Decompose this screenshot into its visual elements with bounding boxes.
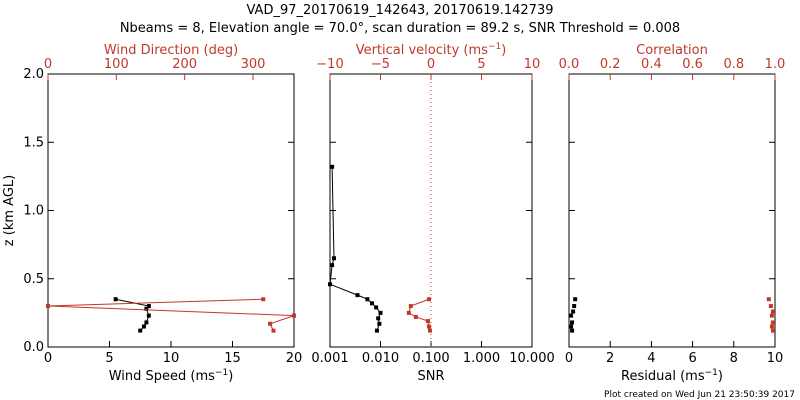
y-tick-label: 1.5 [23, 135, 44, 150]
middle-top-tick-label: 0 [427, 57, 435, 72]
middle-data-point [330, 263, 335, 268]
middle-data-point [330, 164, 335, 169]
right-data-point [569, 313, 574, 318]
middle-data-point [426, 297, 431, 302]
right-bottom-tick-label: 8 [730, 351, 738, 366]
left-data-point [144, 306, 149, 311]
left-data-point [113, 297, 118, 302]
left-bottom-tick-label: 0 [44, 351, 52, 366]
right-bottom-tick-label: 6 [688, 351, 696, 366]
right-top-tick-label: 0.4 [641, 57, 662, 72]
middle-bottom-tick-label: 0.001 [311, 351, 348, 366]
right-top-axis-title: Correlation [636, 43, 708, 58]
middle-top-tick-label: −10 [316, 57, 343, 72]
middle-data-point [331, 256, 336, 261]
y-axis-title: z (km AGL) [2, 175, 17, 246]
right-data-point [768, 304, 773, 309]
left-data-point [141, 324, 146, 329]
right-top-tick-label: 0.2 [600, 57, 621, 72]
right-bottom-tick-label: 4 [647, 351, 655, 366]
right-top-tick-label: 0.6 [682, 57, 703, 72]
middle-data-point [413, 314, 418, 319]
right-top-tick-label: 1.0 [765, 57, 786, 72]
left-top-tick-label: 300 [241, 57, 266, 72]
left-data-point [271, 328, 276, 333]
left-bottom-axis-title: Wind Speed (ms−1) [109, 368, 234, 384]
middle-data-point [370, 301, 375, 306]
middle-data-point [408, 304, 413, 309]
middle-series-line-snr [329, 166, 382, 331]
right-data-point [573, 297, 578, 302]
right-data-point [570, 328, 575, 333]
left-bottom-tick-label: 5 [105, 351, 113, 366]
left-top-axis-title: Wind Direction (deg) [104, 43, 238, 58]
right-data-point [770, 309, 775, 314]
right-bottom-axis-title: Residual (ms−1) [621, 368, 723, 384]
left-data-point [261, 297, 266, 302]
middle-data-point [376, 316, 381, 321]
middle-bottom-tick-label: 0.010 [362, 351, 399, 366]
right-bottom-tick-label: 10 [767, 351, 784, 366]
right-plot-frame [568, 73, 776, 348]
middle-data-point [328, 282, 332, 287]
figure-subtitle: Nbeams = 8, Elevation angle = 70.0°, sca… [120, 21, 680, 36]
left-plot-frame [47, 73, 295, 348]
left-top-tick-label: 0 [44, 57, 52, 72]
right-data-point [572, 304, 577, 309]
middle-bottom-tick-label: 0.100 [412, 351, 449, 366]
middle-bottom-axis-title: SNR [417, 369, 444, 384]
y-tick-label: 0.5 [23, 272, 44, 287]
left-data-point [138, 328, 143, 333]
left-data-point [146, 304, 151, 309]
middle-data-point [427, 328, 432, 333]
middle-data-point [378, 310, 383, 315]
left-top-tick-label: 200 [172, 57, 197, 72]
left-data-point [146, 313, 151, 318]
left-top-tick-label: 100 [104, 57, 129, 72]
left-data-point [46, 304, 50, 309]
plot-credit: Plot created on Wed Jun 21 23:50:39 2017 [604, 390, 795, 400]
middle-data-point [374, 328, 379, 333]
middle-bottom-tick-label: 1.000 [463, 351, 500, 366]
middle-data-point [374, 305, 379, 310]
right-data-point [769, 324, 774, 329]
y-tick-label: 0.0 [23, 340, 44, 355]
right-top-tick-label: 0.8 [723, 57, 744, 72]
middle-data-point [425, 319, 430, 324]
y-tick-label: 2.0 [23, 67, 44, 82]
right-data-point [769, 313, 774, 318]
left-bottom-tick-label: 15 [224, 351, 241, 366]
right-bottom-tick-label: 0 [565, 351, 573, 366]
right-bottom-tick-label: 2 [606, 351, 614, 366]
right-data-point [770, 328, 775, 333]
figure-title: VAD_97_20170619_142643, 20170619.142739 [247, 3, 554, 18]
left-data-point [144, 320, 149, 325]
middle-data-point [377, 321, 382, 326]
left-bottom-tick-label: 20 [286, 351, 303, 366]
right-data-point [766, 297, 771, 302]
right-data-point [570, 320, 575, 325]
right-data-point [569, 324, 574, 329]
right-data-point [571, 309, 576, 314]
left-data-point [268, 321, 273, 326]
middle-top-axis-title: Vertical velocity (ms−1) [356, 42, 507, 58]
middle-bottom-tick-label: 10.000 [509, 351, 555, 366]
left-series-line-wind-direction [47, 298, 295, 331]
right-top-tick-label: 0.0 [559, 57, 580, 72]
middle-top-tick-label: 5 [477, 57, 485, 72]
middle-data-point [426, 324, 431, 329]
middle-data-point [355, 293, 360, 298]
middle-data-point [365, 297, 370, 302]
middle-top-tick-label: −5 [371, 57, 390, 72]
middle-top-tick-label: 10 [524, 57, 541, 72]
right-data-point [770, 320, 775, 325]
middle-data-point [406, 310, 411, 315]
left-data-point [292, 313, 296, 318]
y-tick-label: 1.0 [23, 204, 44, 219]
left-bottom-tick-label: 10 [163, 351, 180, 366]
middle-series-line-vertical-velocity [408, 298, 431, 331]
